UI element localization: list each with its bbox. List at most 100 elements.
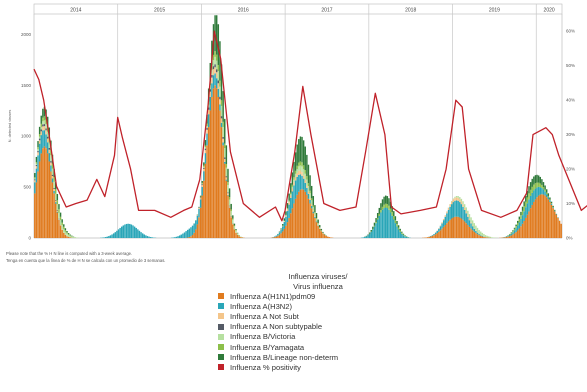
bar-1-week-324 (555, 214, 558, 238)
bar-1-week-183 (328, 237, 331, 238)
bar-6-week-321 (550, 203, 553, 204)
bar-5-week-107 (206, 125, 208, 129)
legend-item-3: Influenza A Not Subt (218, 311, 418, 321)
bar-1-week-168 (304, 191, 306, 238)
bar-1-week-4 (40, 153, 42, 238)
bar-7-week-177 (319, 225, 321, 228)
bar-2-week-217 (383, 208, 385, 238)
bar-1-week-248 (433, 235, 435, 238)
bar-3-week-5 (42, 126, 44, 131)
bar-5-week-18 (63, 228, 65, 233)
bar-1-week-243 (425, 237, 427, 238)
bar-7-week-175 (315, 213, 318, 219)
bar-3-week-15 (58, 218, 60, 220)
bar-7-week-316 (542, 182, 545, 188)
bar-5-week-115 (219, 86, 221, 97)
bar-2-week-43 (103, 237, 105, 238)
bar-5-week-116 (220, 105, 223, 117)
positivity-line (33, 30, 587, 222)
bar-7-week-306 (526, 190, 529, 198)
bar-3-week-266 (462, 204, 464, 207)
bar-7-week-122 (230, 203, 232, 210)
bar-2-week-118 (224, 161, 226, 164)
bar-7-week-179 (322, 231, 324, 233)
bar-2-week-59 (129, 223, 131, 238)
bar-7-week-161 (293, 161, 295, 178)
bar-3-week-119 (225, 177, 228, 180)
bar-3-week-257 (447, 207, 450, 210)
bar-5-week-15 (58, 212, 60, 219)
bar-7-week-106 (204, 140, 207, 146)
bar-2-week-117 (222, 142, 224, 146)
bar-6-week-156 (285, 214, 287, 216)
bar-1-week-309 (531, 204, 533, 238)
bar-7-week-159 (290, 183, 292, 193)
bar-3-week-165 (299, 170, 302, 175)
bar-3-week-159 (290, 195, 292, 198)
bar-2-week-215 (380, 212, 382, 238)
bar-6-week-216 (381, 206, 384, 210)
bar-2-week-154 (281, 226, 284, 232)
bar-2-week-299 (515, 228, 517, 233)
bar-7-week-309 (531, 178, 533, 187)
bar-6-week-22 (69, 235, 71, 236)
bar-1-week-321 (550, 204, 553, 238)
bar-6-week-230 (404, 235, 406, 237)
bar-6-week-296 (510, 232, 513, 234)
bar-1-week-153 (280, 233, 282, 238)
bar-2-week-44 (104, 237, 107, 238)
bar-7-week-324 (555, 213, 558, 215)
bar-2-week-113 (215, 78, 218, 89)
bar-2-week-9 (48, 153, 51, 162)
bar-1-week-117 (222, 145, 224, 238)
bar-2-week-209 (370, 231, 372, 238)
bar-2-week-268 (465, 213, 467, 224)
bar-2-week-259 (451, 204, 453, 219)
bar-7-week-174 (314, 205, 316, 213)
bar-2-week-51 (116, 230, 118, 238)
bar-4-week-111 (212, 66, 215, 70)
bar-2-week-14 (56, 211, 59, 213)
bar-2-week-100 (195, 220, 197, 230)
bar-6-week-117 (222, 121, 224, 127)
bar-1-week-5 (42, 148, 44, 238)
y-tick-label-0: 0 (28, 236, 31, 241)
bar-2-week-61 (132, 225, 134, 238)
bar-6-week-176 (317, 222, 319, 224)
bar-1-week-256 (446, 223, 448, 238)
bar-1-week-122 (230, 217, 232, 238)
bar-1-week-266 (462, 219, 464, 238)
bar-5-week-262 (455, 196, 458, 198)
bar-7-week-154 (281, 224, 284, 226)
bar-5-week-7 (45, 124, 47, 129)
bar-6-week-165 (299, 161, 302, 166)
bar-6-week-318 (545, 192, 548, 195)
bar-2-week-222 (391, 215, 393, 238)
bar-6-week-308 (529, 189, 532, 196)
bar-6-week-319 (547, 195, 550, 198)
bar-3-week-7 (45, 130, 47, 135)
y2-tick-label-10pct: 10% (566, 201, 575, 206)
bar-6-week-170 (307, 183, 310, 187)
bar-5-week-274 (475, 225, 477, 231)
bar-2-week-297 (512, 232, 514, 235)
bar-1-week-326 (558, 220, 561, 238)
bar-7-week-227 (399, 228, 401, 231)
bar-6-week-13 (55, 189, 57, 194)
bar-2-week-69 (145, 235, 147, 238)
bar-1-week-271 (470, 228, 472, 238)
bar-3-week-120 (227, 193, 229, 195)
bar-4-week-8 (46, 136, 49, 139)
bar-1-week-315 (541, 194, 543, 238)
bar-4-week-3 (38, 138, 41, 141)
bar-2-week-174 (314, 216, 316, 218)
bar-3-week-4 (40, 131, 42, 136)
bar-7-week-228 (401, 231, 403, 233)
bar-1-week-180 (323, 234, 326, 238)
bar-2-week-294 (507, 235, 509, 237)
bar-6-week-171 (309, 190, 311, 194)
bar-2-week-321 (550, 203, 553, 205)
bar-6-week-224 (394, 220, 397, 224)
bar-1-week-100 (195, 229, 197, 238)
bar-7-week-180 (323, 233, 326, 235)
